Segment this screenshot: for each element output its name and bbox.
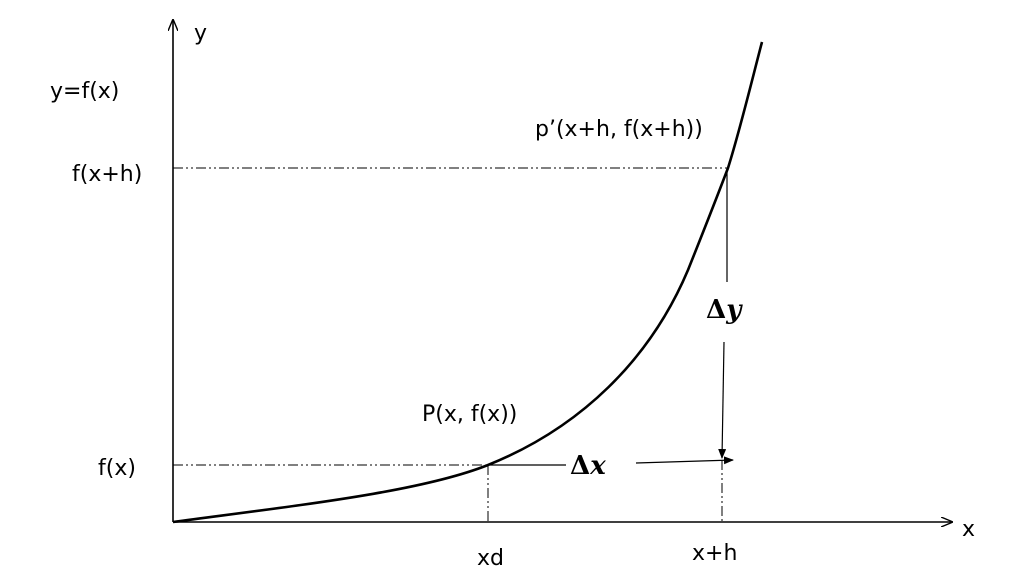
point-p-label: P(x, f(x)) xyxy=(422,402,517,427)
delta-y-variable: y xyxy=(725,295,743,325)
y-axis-label: y xyxy=(194,21,207,46)
delta-x-variable: x xyxy=(589,451,606,481)
x-tick-xd-label: xd xyxy=(477,546,504,571)
point-p-prime-label: p’(x+h, f(x+h)) xyxy=(535,117,703,142)
delta-x-arrow-right xyxy=(635,456,734,465)
f-x-plus-h-label: f(x+h) xyxy=(72,162,142,187)
x-tick-x-plus-h-label: x+h xyxy=(692,541,737,566)
f-x-label: f(x) xyxy=(98,456,136,481)
function-curve xyxy=(172,41,764,524)
function-label: y=f(x) xyxy=(50,79,119,104)
delta-y-symbol: Δ xyxy=(706,295,726,325)
delta-x-symbol: Δ xyxy=(570,451,590,481)
delta-y-label: Δy xyxy=(706,295,743,325)
x-axis-label: x xyxy=(962,517,975,542)
delta-y-arrow-lower xyxy=(718,341,727,459)
delta-x-label: Δx xyxy=(570,451,606,481)
